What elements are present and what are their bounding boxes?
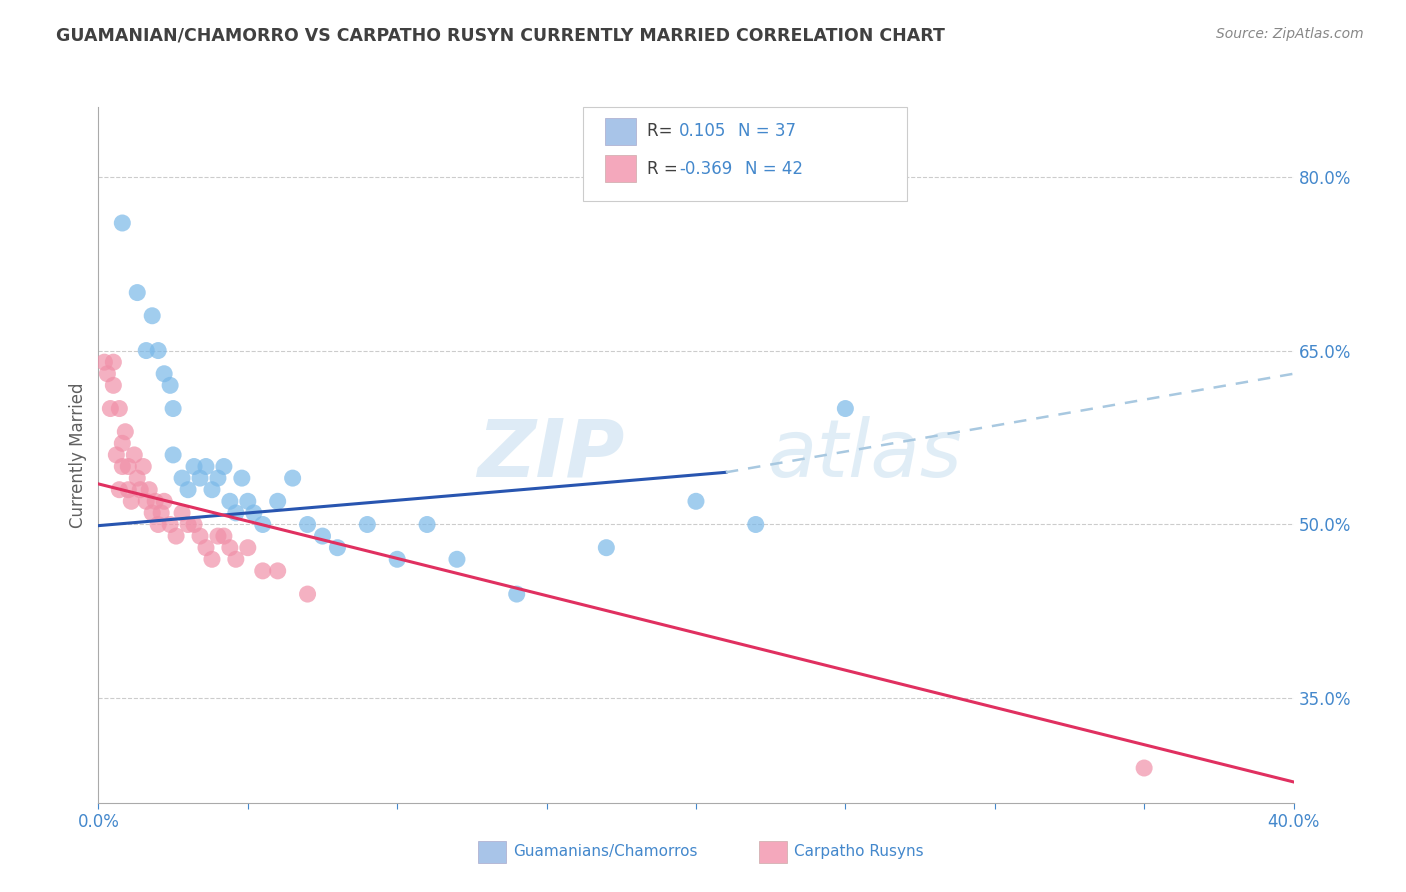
Point bbox=[135, 494, 157, 508]
Point bbox=[446, 552, 468, 566]
Point bbox=[165, 529, 187, 543]
Point bbox=[311, 529, 333, 543]
Point bbox=[201, 552, 224, 566]
Point bbox=[183, 459, 205, 474]
Point bbox=[267, 494, 290, 508]
Point bbox=[297, 517, 319, 532]
Point bbox=[141, 506, 163, 520]
Point bbox=[141, 309, 163, 323]
Point bbox=[385, 552, 409, 566]
Text: GUAMANIAN/CHAMORRO VS CARPATHO RUSYN CURRENTLY MARRIED CORRELATION CHART: GUAMANIAN/CHAMORRO VS CARPATHO RUSYN CUR… bbox=[56, 27, 945, 45]
Text: N = 42: N = 42 bbox=[745, 160, 803, 178]
Point bbox=[212, 529, 235, 543]
Point bbox=[416, 517, 439, 532]
Point bbox=[267, 564, 290, 578]
Text: R =: R = bbox=[647, 160, 683, 178]
Point bbox=[188, 529, 211, 543]
Point bbox=[177, 483, 200, 497]
Point bbox=[108, 483, 131, 497]
Point bbox=[177, 517, 200, 532]
Point bbox=[252, 564, 274, 578]
Point bbox=[207, 471, 229, 485]
Point bbox=[153, 367, 176, 381]
Point bbox=[252, 517, 274, 532]
Point bbox=[207, 529, 229, 543]
Point bbox=[834, 401, 856, 416]
Point bbox=[111, 436, 134, 450]
Point bbox=[281, 471, 304, 485]
Point bbox=[745, 517, 768, 532]
Point bbox=[120, 494, 142, 508]
Point bbox=[138, 483, 160, 497]
Point bbox=[148, 343, 170, 358]
Point bbox=[93, 355, 115, 369]
Point bbox=[114, 425, 136, 439]
Point bbox=[595, 541, 617, 555]
Point bbox=[297, 587, 319, 601]
Point bbox=[685, 494, 707, 508]
Point bbox=[132, 459, 155, 474]
Point bbox=[100, 401, 122, 416]
Y-axis label: Currently Married: Currently Married bbox=[69, 382, 87, 528]
Point bbox=[356, 517, 378, 532]
Point bbox=[111, 216, 134, 230]
Text: ZIP: ZIP bbox=[477, 416, 624, 494]
Point bbox=[326, 541, 349, 555]
Point bbox=[153, 494, 176, 508]
Point bbox=[111, 459, 134, 474]
Text: R=: R= bbox=[647, 122, 683, 140]
Point bbox=[219, 541, 242, 555]
Text: -0.369: -0.369 bbox=[679, 160, 733, 178]
Point bbox=[162, 401, 184, 416]
Point bbox=[243, 506, 266, 520]
Text: N = 37: N = 37 bbox=[738, 122, 796, 140]
Point bbox=[129, 483, 152, 497]
Point bbox=[188, 471, 211, 485]
Point bbox=[143, 494, 166, 508]
Point bbox=[135, 343, 157, 358]
Point bbox=[195, 541, 218, 555]
Point bbox=[212, 459, 235, 474]
Point bbox=[127, 471, 149, 485]
Point bbox=[201, 483, 224, 497]
Point bbox=[150, 506, 173, 520]
Point bbox=[231, 471, 253, 485]
Point bbox=[105, 448, 128, 462]
Point bbox=[1133, 761, 1156, 775]
Point bbox=[162, 448, 184, 462]
Point bbox=[148, 517, 170, 532]
Point bbox=[103, 355, 125, 369]
Text: Source: ZipAtlas.com: Source: ZipAtlas.com bbox=[1216, 27, 1364, 41]
Text: Carpatho Rusyns: Carpatho Rusyns bbox=[794, 845, 924, 859]
Point bbox=[236, 494, 259, 508]
Point bbox=[124, 448, 146, 462]
Point bbox=[103, 378, 125, 392]
Point bbox=[236, 541, 259, 555]
Point bbox=[172, 471, 194, 485]
Point bbox=[96, 367, 118, 381]
Point bbox=[159, 517, 181, 532]
Text: 0.105: 0.105 bbox=[679, 122, 727, 140]
Point bbox=[117, 483, 139, 497]
Text: atlas: atlas bbox=[768, 416, 963, 494]
Point bbox=[108, 401, 131, 416]
Point bbox=[225, 506, 247, 520]
Point bbox=[127, 285, 149, 300]
Text: Guamanians/Chamorros: Guamanians/Chamorros bbox=[513, 845, 697, 859]
Point bbox=[172, 506, 194, 520]
Point bbox=[219, 494, 242, 508]
Point bbox=[195, 459, 218, 474]
Point bbox=[159, 378, 181, 392]
Point bbox=[183, 517, 205, 532]
Point bbox=[225, 552, 247, 566]
Point bbox=[506, 587, 529, 601]
Point bbox=[117, 459, 139, 474]
